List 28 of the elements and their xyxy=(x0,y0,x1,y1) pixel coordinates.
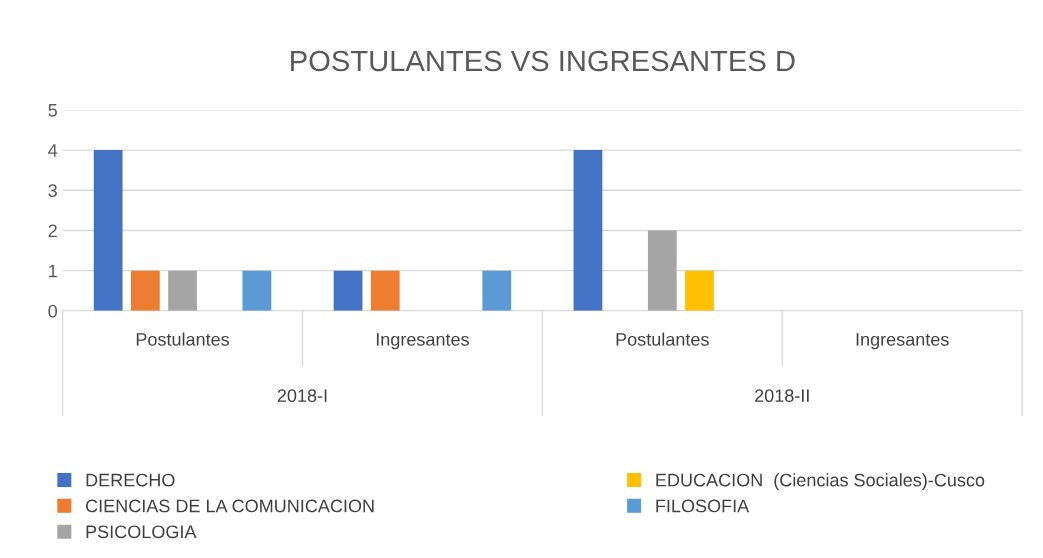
bar xyxy=(93,150,123,311)
x-tick-label: Ingresantes xyxy=(376,333,469,350)
y-tick-label: 4 xyxy=(48,144,58,157)
legend-label: EDUCACION (Ciencias Sociales)-Cusco xyxy=(656,473,985,491)
bar xyxy=(168,270,197,311)
legend-label: FILOSOFIA xyxy=(656,499,750,513)
legend-label: PSICOLOGIA xyxy=(86,525,197,539)
bar xyxy=(647,230,677,311)
bar xyxy=(482,270,512,311)
bar xyxy=(333,270,363,311)
bar xyxy=(130,270,160,311)
y-tick-label: 3 xyxy=(48,184,57,197)
x-tick-label: Ingresantes xyxy=(856,333,949,350)
chart-title: POSTULANTES VS INGRESANTES D xyxy=(291,50,795,72)
y-tick-label: 5 xyxy=(48,104,57,117)
text: 2018-II xyxy=(755,389,809,403)
y-tick-label: 1 xyxy=(49,264,57,278)
text: 2018-I xyxy=(277,389,327,403)
x-tick-label: Postulantes xyxy=(616,332,709,346)
legend-label: CIENCIAS DE LA COMUNICACION xyxy=(86,499,374,513)
bar xyxy=(573,150,603,311)
y-tick-label: 0 xyxy=(48,304,58,318)
x-tick-label: Postulantes xyxy=(136,332,230,346)
legend-label: DERECHO xyxy=(86,473,175,487)
y-tick-label: 2 xyxy=(48,224,57,237)
bar xyxy=(242,270,272,311)
bar xyxy=(685,270,714,311)
bar xyxy=(370,270,400,311)
